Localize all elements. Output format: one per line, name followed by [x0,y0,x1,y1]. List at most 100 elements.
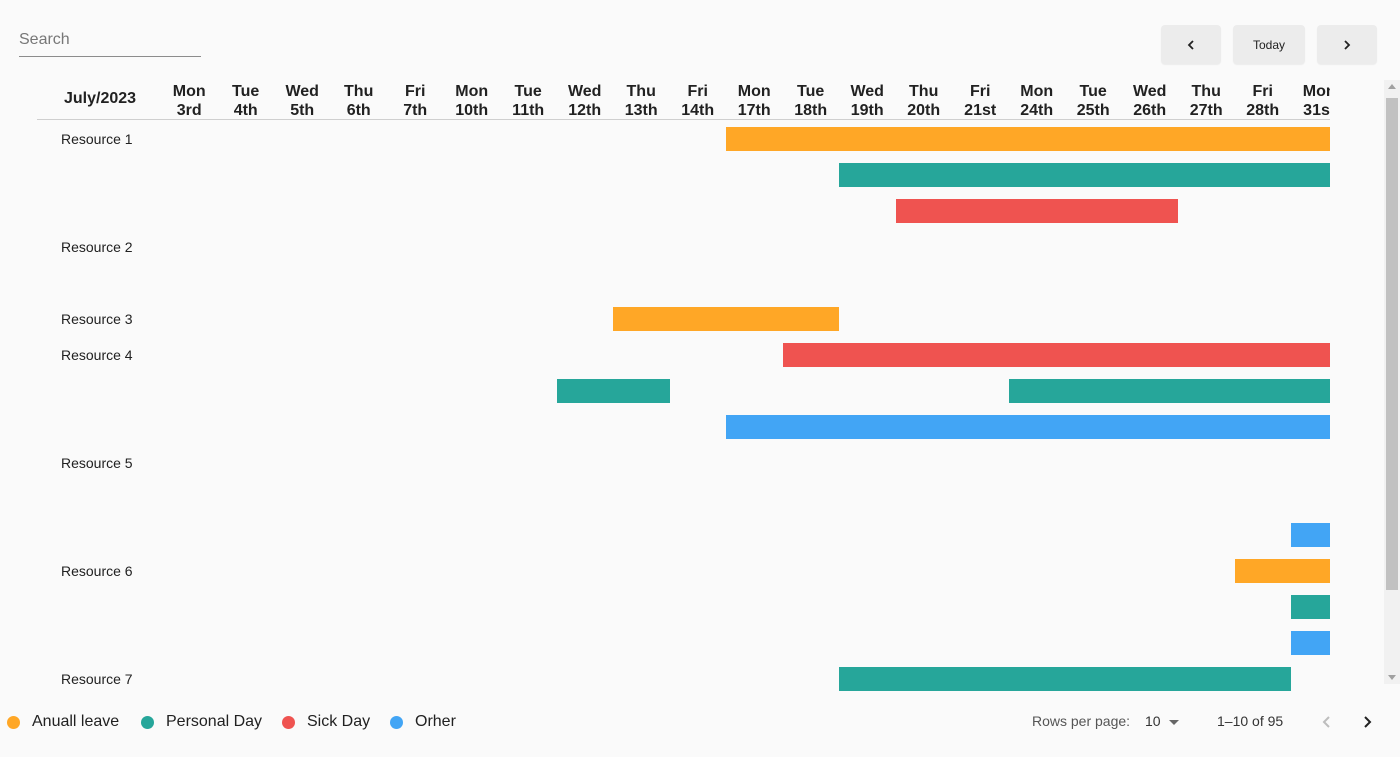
day-header: Tue 4th [217,82,275,120]
day-number: 12th [568,102,602,119]
month-label: July/2023 [64,90,137,107]
day-number: 26th [1133,102,1167,119]
day-number: 21st [964,102,997,119]
day-name: Wed [1132,83,1167,100]
search-input[interactable] [19,28,199,52]
rows-per-page-value: 10 [1145,713,1161,729]
legend-label: Anuall leave [32,713,120,730]
vertical-scrollbar[interactable] [1384,80,1400,684]
search-field[interactable] [19,28,201,57]
personal-day-dot-icon [141,715,154,729]
prev-page-button[interactable] [1315,710,1339,734]
leave-bar-annual[interactable] [613,307,840,331]
day-number: 13th [624,102,658,119]
day-header: Wed 19th [838,82,896,120]
day-header: Mon 10th [443,82,501,120]
day-number: 5th [290,102,315,119]
leave-bar-personal[interactable] [839,667,1292,691]
next-page-button[interactable] [1355,710,1379,734]
day-name: Tue [1079,83,1107,100]
scroll-up-arrow-icon[interactable] [1388,84,1396,89]
annual-leave-dot-icon [7,715,20,729]
day-header: Mon 17th [725,82,783,120]
day-header: Mon 31st [1290,82,1330,120]
day-name: Thu [909,83,939,100]
day-number: 25th [1076,102,1110,119]
leave-bar-annual[interactable] [1234,559,1330,583]
chevron-right-icon [1344,39,1351,50]
day-name: Tue [797,83,825,100]
leave-bar-personal[interactable] [1291,595,1330,619]
day-header: Fri 14th [669,82,727,120]
leave-bar-sick[interactable] [895,199,1179,223]
day-number: 24th [1020,102,1054,119]
legend-label: Orher [415,713,456,730]
day-number: 28th [1246,102,1280,119]
day-header: Thu 27th [1177,82,1235,120]
day-number: 6th [346,102,371,119]
day-header: Fri 28th [1234,82,1292,120]
legend-label: Sick Day [307,713,371,730]
chevron-left-icon [1322,716,1330,728]
day-name: Tue [514,83,542,100]
day-name: Wed [567,83,602,100]
day-header: Wed 26th [1121,82,1179,120]
day-header: Fri 7th [386,82,444,120]
leave-bar-personal[interactable] [556,379,670,403]
dropdown-caret-icon [1168,719,1179,725]
day-number: 31st [1303,102,1330,119]
legend-other: Orher [390,713,456,731]
day-number: 4th [233,102,258,119]
chevron-right-icon [1364,716,1372,728]
day-number: 18th [794,102,828,119]
rows-per-page-label: Rows per page: [1032,713,1131,729]
day-number: 17th [737,102,771,119]
legend-personal: Personal Day [141,713,262,731]
day-number: 11th [512,102,545,119]
leave-bar-other[interactable] [1291,631,1330,655]
day-header: Thu 13th [612,82,670,120]
day-header: Wed 12th [556,82,614,120]
day-number: 7th [403,102,428,119]
leave-bar-other[interactable] [1291,523,1330,547]
day-name: Wed [850,83,884,100]
day-header: Wed 5th [273,82,331,120]
resource-label: Resource 4 [61,347,133,363]
day-header: Tue 11th [499,82,557,120]
day-header: Mon 24th [1008,82,1066,120]
today-button[interactable]: Today [1233,25,1305,64]
day-name: Mon [737,83,771,100]
leave-bar-other[interactable] [726,415,1330,439]
day-number: 14th [681,102,715,119]
next-week-button[interactable] [1317,25,1377,64]
chevron-left-icon [1187,39,1194,50]
day-header: Thu 6th [330,82,388,120]
day-name: Tue [232,83,260,100]
day-name: Fri [404,83,426,100]
day-header: Tue 18th [782,82,840,120]
day-name: Mon [1020,83,1054,100]
resource-label: Resource 1 [61,131,133,147]
day-name: Mon [1302,83,1330,100]
sick-day-dot-icon [282,715,295,729]
schedule-grid: July/2023 Mon 3rd Tue 4th Wed 5th Thu 6th Fri 7th… [37,80,1330,692]
day-number: 27th [1189,102,1223,119]
day-name: Fri [969,83,991,100]
leave-bar-annual[interactable] [726,127,1330,151]
resource-label: Resource 6 [61,563,133,579]
other-dot-icon [390,715,403,729]
rows-per-page-select[interactable]: 10 [1145,713,1179,729]
prev-week-button[interactable] [1161,25,1221,64]
resource-label: Resource 7 [61,671,133,687]
leave-bar-personal[interactable] [1008,379,1330,403]
resource-label: Resource 5 [61,455,133,471]
leave-bar-personal[interactable] [839,163,1330,187]
scroll-thumb[interactable] [1386,98,1398,590]
day-name: Thu [344,83,374,100]
resource-label: Resource 3 [61,311,133,327]
day-name: Mon [172,83,206,100]
scroll-down-arrow-icon[interactable] [1388,675,1396,680]
leave-bar-sick[interactable] [782,343,1330,367]
header-divider [37,119,1330,120]
day-number: 20th [907,102,941,119]
